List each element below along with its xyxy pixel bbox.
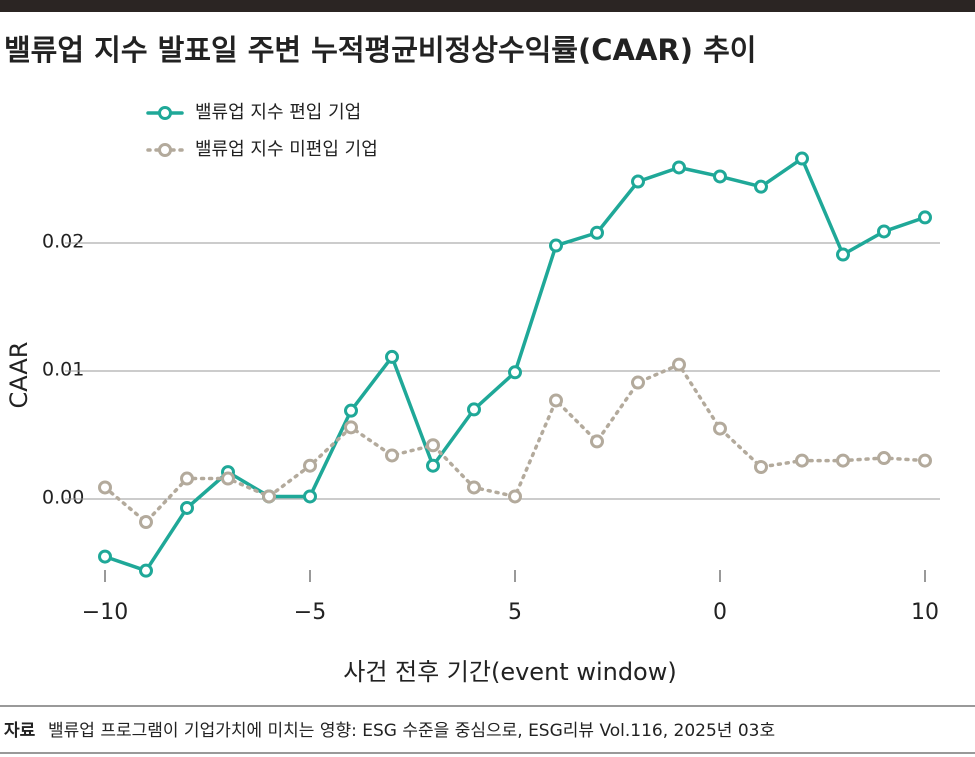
x-tick-label: −10 (82, 600, 128, 625)
data-point (754, 179, 768, 194)
data-point (549, 238, 563, 253)
data-point (795, 151, 809, 166)
data-point (344, 420, 358, 435)
data-point (836, 453, 850, 468)
x-tick-label: 5 (508, 600, 522, 625)
data-point (139, 515, 153, 530)
source: 밸류업 프로그램이 기업가치에 미치는 영향: ESG 수준을 중심으로, ES… (48, 721, 775, 741)
data-point (918, 453, 932, 468)
data-point (877, 451, 891, 466)
data-point (508, 489, 522, 504)
data-point (139, 563, 153, 578)
data-point (713, 421, 727, 436)
data-point (262, 489, 276, 504)
y-tick-label: 0.01 (42, 359, 84, 381)
data-point (590, 434, 604, 449)
data-point (672, 357, 686, 372)
y-tick-label: 0.02 (42, 231, 84, 253)
data-point (631, 375, 645, 390)
data-point (303, 489, 317, 504)
x-tick-label: 10 (911, 600, 939, 625)
data-point (549, 393, 563, 408)
chart-title: 밸류업 지수 발표일 주변 누적평균비정상수익률(CAAR) 추이 (4, 33, 756, 67)
y-tick-label: 0.00 (42, 487, 84, 509)
data-point (672, 160, 686, 175)
data-point (385, 349, 399, 364)
data-point (426, 458, 440, 473)
data-point (508, 365, 522, 380)
data-point (385, 448, 399, 463)
data-point (180, 471, 194, 486)
data-point (467, 480, 481, 495)
x-tick-label: 0 (713, 600, 727, 625)
data-point (836, 247, 850, 262)
data-point (918, 210, 932, 225)
data-point (467, 402, 481, 417)
series-line (103, 156, 927, 573)
data-point (590, 225, 604, 240)
data-point (221, 471, 235, 486)
data-point (631, 174, 645, 189)
legend-label: 밸류업 지수 편입 기업 (195, 102, 361, 123)
data-point (713, 169, 727, 184)
data-point (426, 438, 440, 453)
data-point (754, 460, 768, 474)
data-point (180, 500, 194, 515)
x-tick-label: −5 (294, 600, 326, 625)
data-point (98, 549, 112, 564)
data-point (344, 403, 358, 418)
y-axis-label: CAAR (5, 342, 33, 409)
data-point (795, 453, 809, 468)
x-axis-label: 사건 전후 기간(event window) (343, 658, 677, 686)
data-point (303, 458, 317, 473)
top-bar (0, 0, 975, 12)
source-label: 자료 (4, 721, 36, 741)
data-point (98, 480, 112, 495)
legend-marker (158, 106, 172, 120)
legend-label: 밸류업 지수 미편입 기업 (195, 139, 378, 160)
data-point (877, 224, 891, 239)
legend-marker (158, 143, 172, 157)
